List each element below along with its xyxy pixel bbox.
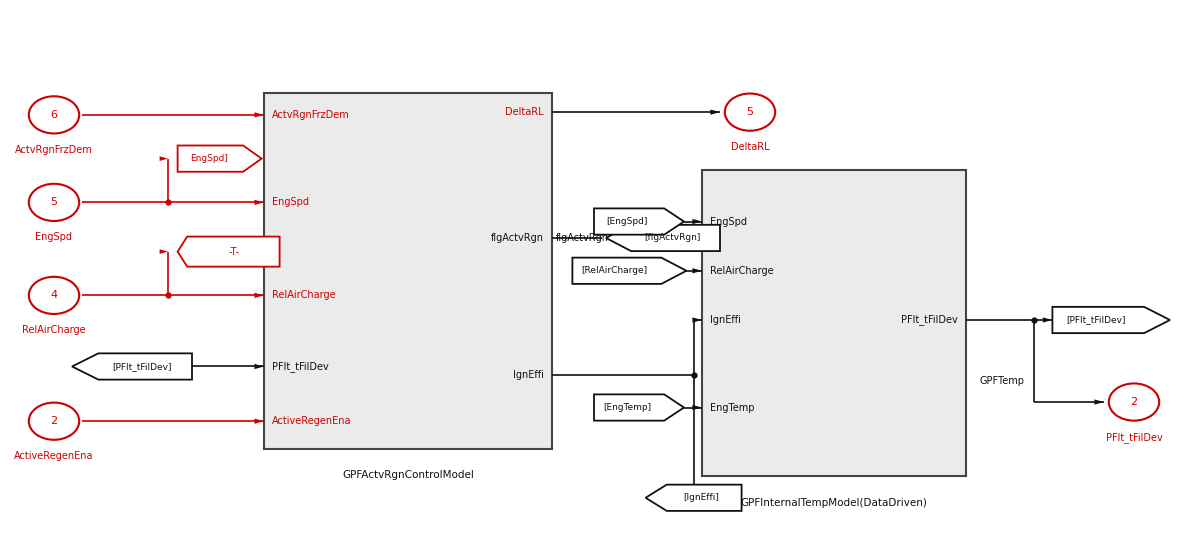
FancyBboxPatch shape: [762, 334, 882, 361]
Text: ActiveRegenEna: ActiveRegenEna: [272, 416, 352, 426]
Text: DeltaRL: DeltaRL: [505, 107, 544, 117]
Polygon shape: [692, 268, 702, 274]
Polygon shape: [178, 236, 280, 266]
Polygon shape: [646, 485, 742, 511]
Polygon shape: [692, 219, 702, 224]
Text: GPFInternalTempModel(DataDriven): GPFInternalTempModel(DataDriven): [740, 498, 928, 508]
Text: GPFActvRgnControlModel: GPFActvRgnControlModel: [342, 470, 474, 480]
Polygon shape: [72, 353, 192, 380]
Ellipse shape: [725, 94, 775, 131]
Text: GPFTemp: GPFTemp: [979, 376, 1025, 386]
Text: 2: 2: [1130, 397, 1138, 407]
Text: flgActvRgn: flgActvRgn: [556, 233, 608, 243]
Text: 6: 6: [50, 110, 58, 120]
Text: [IgnEffi]: [IgnEffi]: [683, 493, 719, 502]
Text: RelAirCharge: RelAirCharge: [22, 325, 86, 335]
FancyBboxPatch shape: [762, 372, 882, 399]
Text: EngSpd: EngSpd: [710, 217, 748, 226]
Text: DeltaRL: DeltaRL: [731, 142, 769, 152]
Polygon shape: [594, 208, 684, 235]
Ellipse shape: [1109, 383, 1159, 421]
Text: [PFlt_tFilDev]: [PFlt_tFilDev]: [112, 362, 172, 371]
Text: flgActvRgn: flgActvRgn: [491, 233, 544, 243]
Text: [EngTemp]: [EngTemp]: [604, 403, 652, 412]
Ellipse shape: [29, 184, 79, 221]
Text: EngSpd: EngSpd: [272, 197, 310, 207]
Text: -T-: -T-: [228, 247, 239, 257]
Text: ActvRgnFrzDem: ActvRgnFrzDem: [16, 145, 92, 155]
Text: 4: 4: [50, 290, 58, 300]
Polygon shape: [710, 109, 720, 115]
Text: [PFlt_tFilDev]: [PFlt_tFilDev]: [1066, 316, 1126, 324]
Text: 5: 5: [746, 107, 754, 117]
Text: IgnEffi: IgnEffi: [512, 370, 544, 380]
Text: PFlt_tFilDev: PFlt_tFilDev: [1105, 432, 1163, 443]
FancyBboxPatch shape: [360, 243, 456, 274]
Text: PFlt_tFilDev: PFlt_tFilDev: [272, 361, 329, 372]
Polygon shape: [572, 258, 686, 284]
Polygon shape: [689, 494, 698, 498]
Polygon shape: [606, 225, 720, 251]
FancyBboxPatch shape: [264, 93, 552, 449]
Polygon shape: [692, 405, 702, 410]
Text: [flgActvRgn]: [flgActvRgn]: [644, 234, 701, 242]
Polygon shape: [254, 200, 264, 205]
Text: RelAirCharge: RelAirCharge: [272, 290, 336, 300]
Polygon shape: [254, 364, 264, 369]
Text: EngSpd: EngSpd: [36, 232, 72, 242]
Polygon shape: [692, 317, 702, 323]
FancyBboxPatch shape: [762, 410, 882, 438]
Polygon shape: [160, 249, 168, 254]
Ellipse shape: [29, 277, 79, 314]
Text: RelAirCharge: RelAirCharge: [710, 266, 774, 276]
Text: IgnEffi: IgnEffi: [710, 315, 742, 325]
Text: [EngSpd]: [EngSpd]: [607, 217, 648, 226]
Ellipse shape: [29, 403, 79, 440]
Polygon shape: [1052, 307, 1170, 333]
FancyBboxPatch shape: [360, 282, 456, 312]
Ellipse shape: [29, 96, 79, 133]
Polygon shape: [1043, 317, 1052, 323]
Polygon shape: [1094, 399, 1104, 405]
Text: [RelAirCharge]: [RelAirCharge]: [582, 266, 648, 275]
Text: ActiveRegenEna: ActiveRegenEna: [14, 451, 94, 461]
Text: 2: 2: [50, 416, 58, 426]
FancyBboxPatch shape: [360, 205, 456, 235]
Text: 5: 5: [50, 197, 58, 207]
FancyBboxPatch shape: [702, 170, 966, 476]
Polygon shape: [178, 146, 262, 172]
Polygon shape: [254, 418, 264, 424]
Text: EngSpd]: EngSpd]: [190, 154, 228, 163]
Text: PFlt_tFilDev: PFlt_tFilDev: [901, 315, 958, 325]
Polygon shape: [254, 112, 264, 118]
Polygon shape: [254, 293, 264, 298]
Text: ActvRgnFrzDem: ActvRgnFrzDem: [272, 110, 350, 120]
Polygon shape: [160, 156, 168, 161]
Polygon shape: [594, 394, 684, 421]
Text: EngTemp: EngTemp: [710, 403, 755, 412]
